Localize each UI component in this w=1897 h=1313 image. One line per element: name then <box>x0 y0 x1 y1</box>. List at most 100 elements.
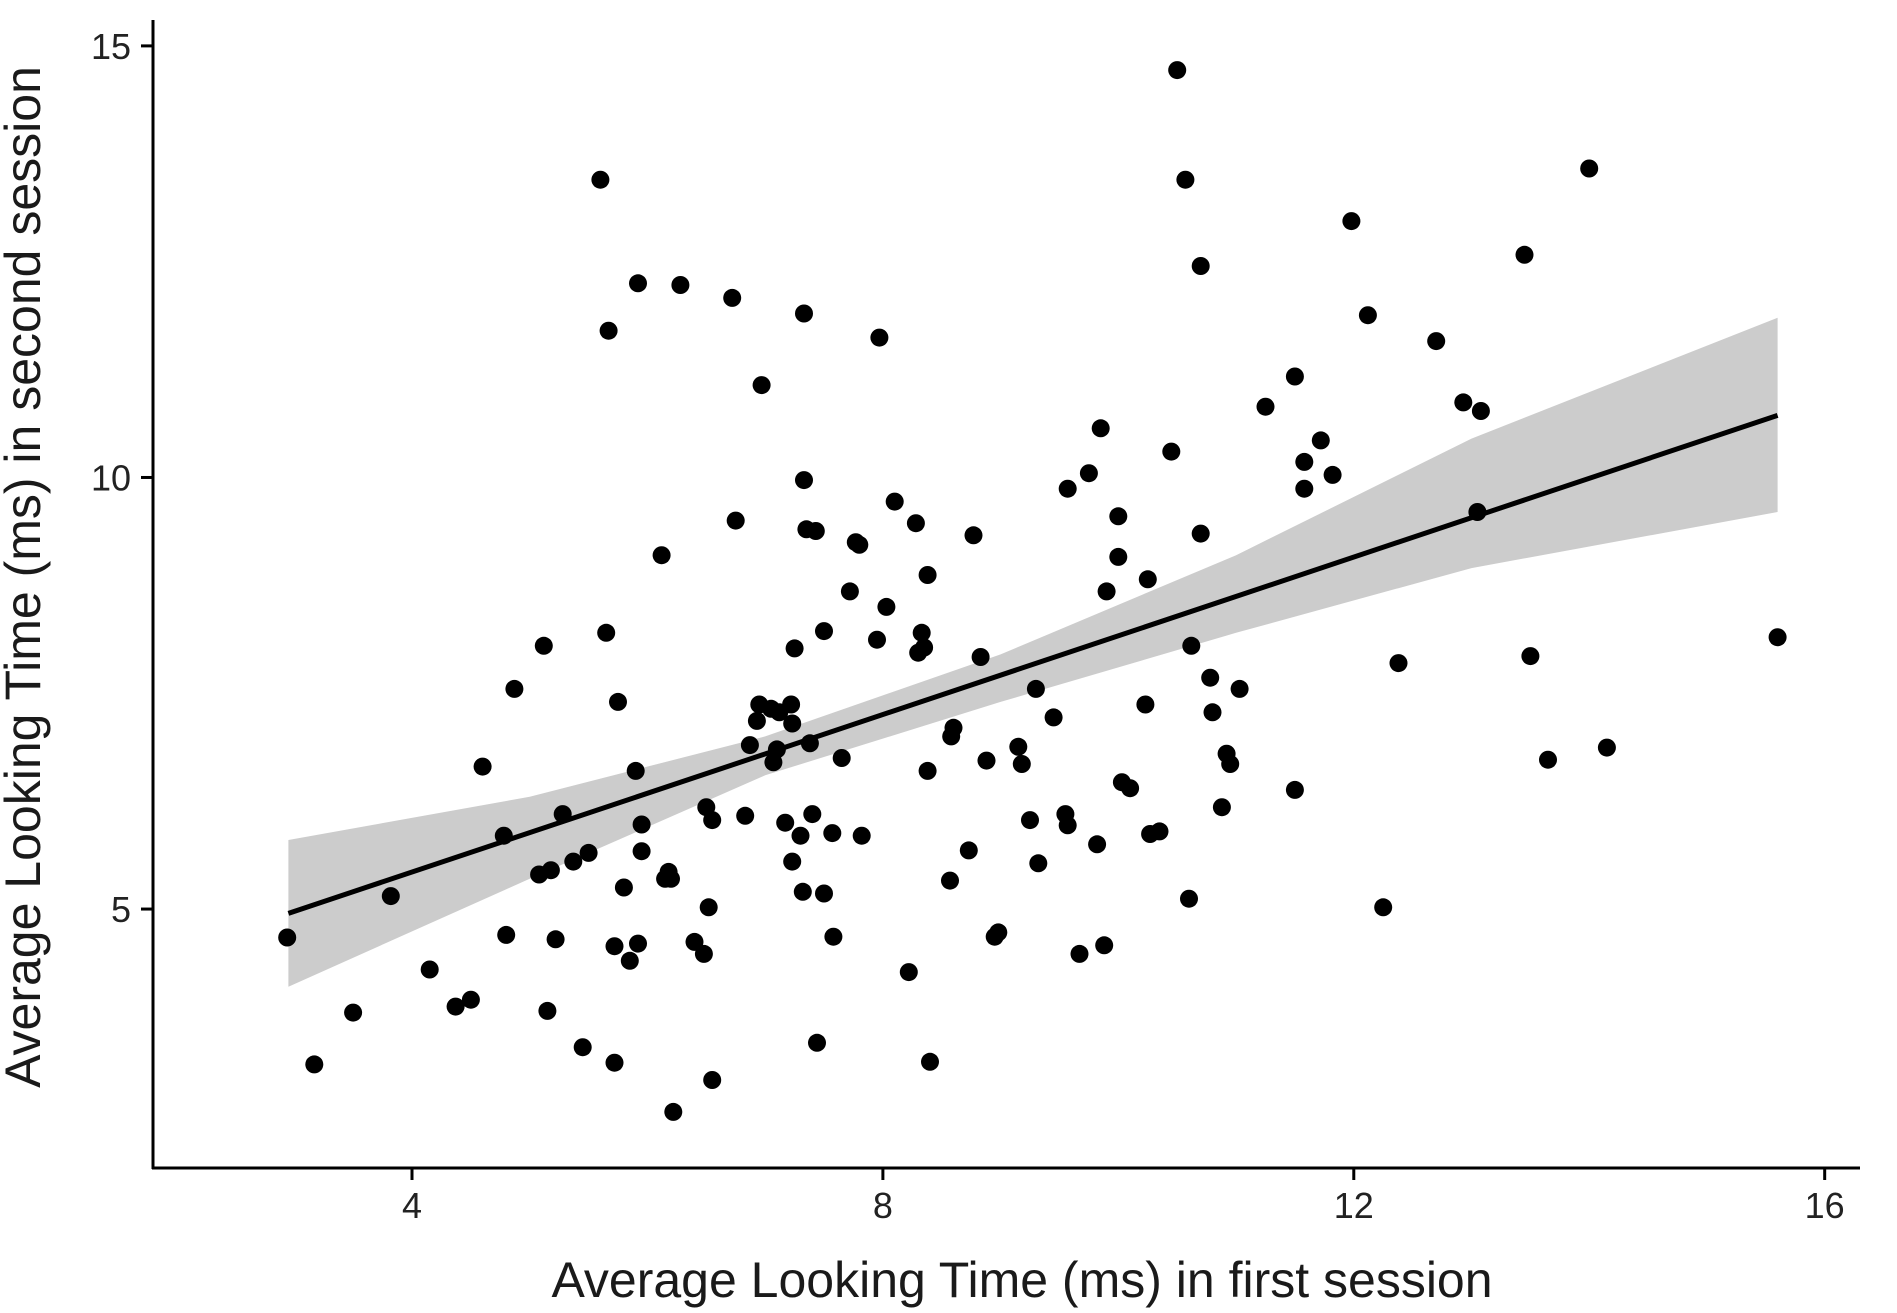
data-point <box>868 630 886 649</box>
data-point <box>1136 695 1155 714</box>
x-tick-label: 16 <box>1805 1185 1845 1226</box>
data-point <box>1203 703 1222 722</box>
data-point <box>605 937 624 956</box>
data-point <box>832 749 851 767</box>
data-point <box>1285 367 1304 386</box>
data-point <box>1285 780 1304 799</box>
data-point <box>305 1055 324 1074</box>
data-point <box>461 990 480 1009</box>
data-point <box>591 170 610 189</box>
data-point <box>1323 465 1342 484</box>
data-point <box>1191 257 1210 275</box>
y-tick-label: 5 <box>111 889 131 930</box>
data-point <box>1389 654 1408 673</box>
data-point <box>1580 159 1599 178</box>
data-point <box>632 815 651 834</box>
data-point <box>823 824 842 843</box>
y-tick-label: 15 <box>91 26 131 67</box>
data-point <box>899 963 918 982</box>
regression-line <box>287 412 1779 916</box>
data-point <box>1150 822 1169 841</box>
data-point <box>740 736 759 755</box>
data-point <box>1012 755 1031 773</box>
data-point <box>785 639 804 658</box>
data-point <box>1021 811 1039 830</box>
data-point <box>1109 547 1128 566</box>
data-point <box>579 843 598 862</box>
data-point <box>614 878 633 897</box>
data-point <box>736 806 755 825</box>
axes-layer <box>151 20 1860 1170</box>
data-point <box>381 887 400 906</box>
y-tick-label: 10 <box>91 457 131 498</box>
data-point <box>573 1038 592 1057</box>
data-point <box>795 304 813 323</box>
data-point <box>1026 679 1045 698</box>
data-point <box>1256 397 1275 416</box>
data-point <box>1212 798 1231 817</box>
data-point <box>1295 452 1314 471</box>
data-point <box>703 1071 722 1089</box>
data-point <box>1180 889 1198 908</box>
data-point <box>941 871 959 890</box>
data-point <box>915 638 934 657</box>
x-tick-label: 12 <box>1334 1185 1374 1226</box>
data-point <box>699 898 718 917</box>
data-point <box>1597 738 1616 757</box>
data-point <box>703 811 722 830</box>
data-point <box>652 546 671 565</box>
data-point <box>420 960 439 979</box>
data-point <box>877 597 896 616</box>
data-point <box>989 923 1008 942</box>
data-point <box>1088 835 1107 854</box>
data-point <box>824 927 843 946</box>
data-point <box>538 1001 557 1020</box>
data-point <box>885 492 904 511</box>
data-point <box>1201 668 1220 687</box>
data-point <box>1009 737 1028 756</box>
data-point <box>977 751 996 770</box>
data-point <box>1230 679 1249 698</box>
data-point <box>752 376 771 395</box>
data-point <box>747 711 766 730</box>
data-point <box>664 1102 683 1121</box>
data-point <box>782 695 801 714</box>
data-point <box>1070 944 1089 963</box>
confidence-band <box>288 317 1778 987</box>
data-points-layer <box>278 61 1787 1121</box>
data-point <box>1427 332 1446 351</box>
data-point <box>783 852 802 871</box>
data-point <box>629 934 647 953</box>
data-point <box>918 566 937 584</box>
data-point <box>1521 647 1540 666</box>
data-point <box>1058 816 1077 835</box>
data-point <box>1097 582 1116 601</box>
data-point <box>803 805 822 824</box>
data-point <box>564 852 583 871</box>
data-point <box>726 511 745 530</box>
x-axis-title: Average Looking Time (ms) in first sessi… <box>551 1252 1492 1308</box>
data-point <box>791 826 810 845</box>
data-point <box>629 274 647 293</box>
data-point <box>815 884 833 903</box>
data-point <box>959 841 978 860</box>
data-point <box>870 328 889 347</box>
data-point <box>632 842 651 861</box>
data-point <box>815 622 833 641</box>
data-point <box>1374 898 1393 917</box>
data-point <box>850 535 869 554</box>
ticks-layer: 4 8 12 16 5 10 15 <box>91 26 1845 1226</box>
confidence-band-layer <box>288 317 1778 987</box>
data-point <box>1311 431 1330 450</box>
data-point <box>852 826 871 845</box>
data-point <box>1454 393 1473 412</box>
data-point <box>1176 170 1195 189</box>
data-point <box>609 692 627 711</box>
x-tick-label: 8 <box>873 1185 893 1226</box>
data-point <box>1029 854 1048 873</box>
data-point <box>723 288 742 307</box>
data-point <box>1091 419 1110 438</box>
data-point <box>921 1052 939 1071</box>
